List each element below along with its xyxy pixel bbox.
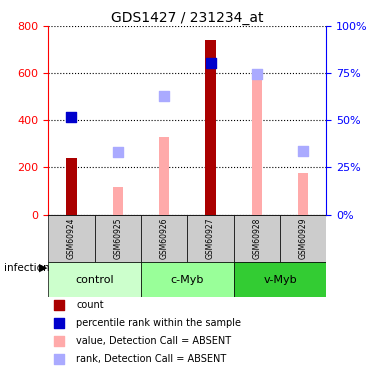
Bar (48, 214, 95, 262)
Bar (206, 40, 216, 214)
Point (69, 114, 75, 120)
Text: count: count (76, 300, 104, 310)
Bar (280, 214, 326, 262)
Point (286, 252, 292, 258)
Point (115, 149, 121, 155)
Text: rank, Detection Call = ABSENT: rank, Detection Call = ABSENT (76, 354, 226, 364)
Bar (48, 262, 141, 297)
Text: value, Detection Call = ABSENT: value, Detection Call = ABSENT (76, 336, 231, 346)
Point (161, 93, 167, 99)
Point (208, 60, 214, 66)
Bar (113, 188, 123, 214)
Point (254, 72, 260, 78)
Text: GSM60929: GSM60929 (299, 217, 308, 259)
Text: ▶: ▶ (39, 263, 47, 273)
Text: GSM60925: GSM60925 (113, 217, 122, 259)
Bar (66, 158, 76, 214)
Bar (252, 77, 262, 214)
Text: GSM60928: GSM60928 (252, 218, 262, 259)
Text: infection: infection (4, 263, 49, 273)
Bar (141, 214, 187, 262)
Bar (298, 173, 308, 214)
Text: GSM60926: GSM60926 (160, 217, 169, 259)
Bar (234, 262, 326, 297)
Bar (159, 137, 169, 214)
Text: control: control (75, 274, 114, 285)
Text: v-Myb: v-Myb (263, 274, 297, 285)
Text: c-Myb: c-Myb (171, 274, 204, 285)
Bar (95, 214, 141, 262)
Text: GSM60927: GSM60927 (206, 217, 215, 259)
Text: GSM60924: GSM60924 (67, 217, 76, 259)
Title: GDS1427 / 231234_at: GDS1427 / 231234_at (111, 11, 264, 25)
Point (301, 148, 306, 154)
Bar (234, 214, 280, 262)
Point (286, 90, 292, 96)
Bar (141, 262, 234, 297)
Bar (187, 214, 234, 262)
Text: percentile rank within the sample: percentile rank within the sample (76, 318, 241, 328)
